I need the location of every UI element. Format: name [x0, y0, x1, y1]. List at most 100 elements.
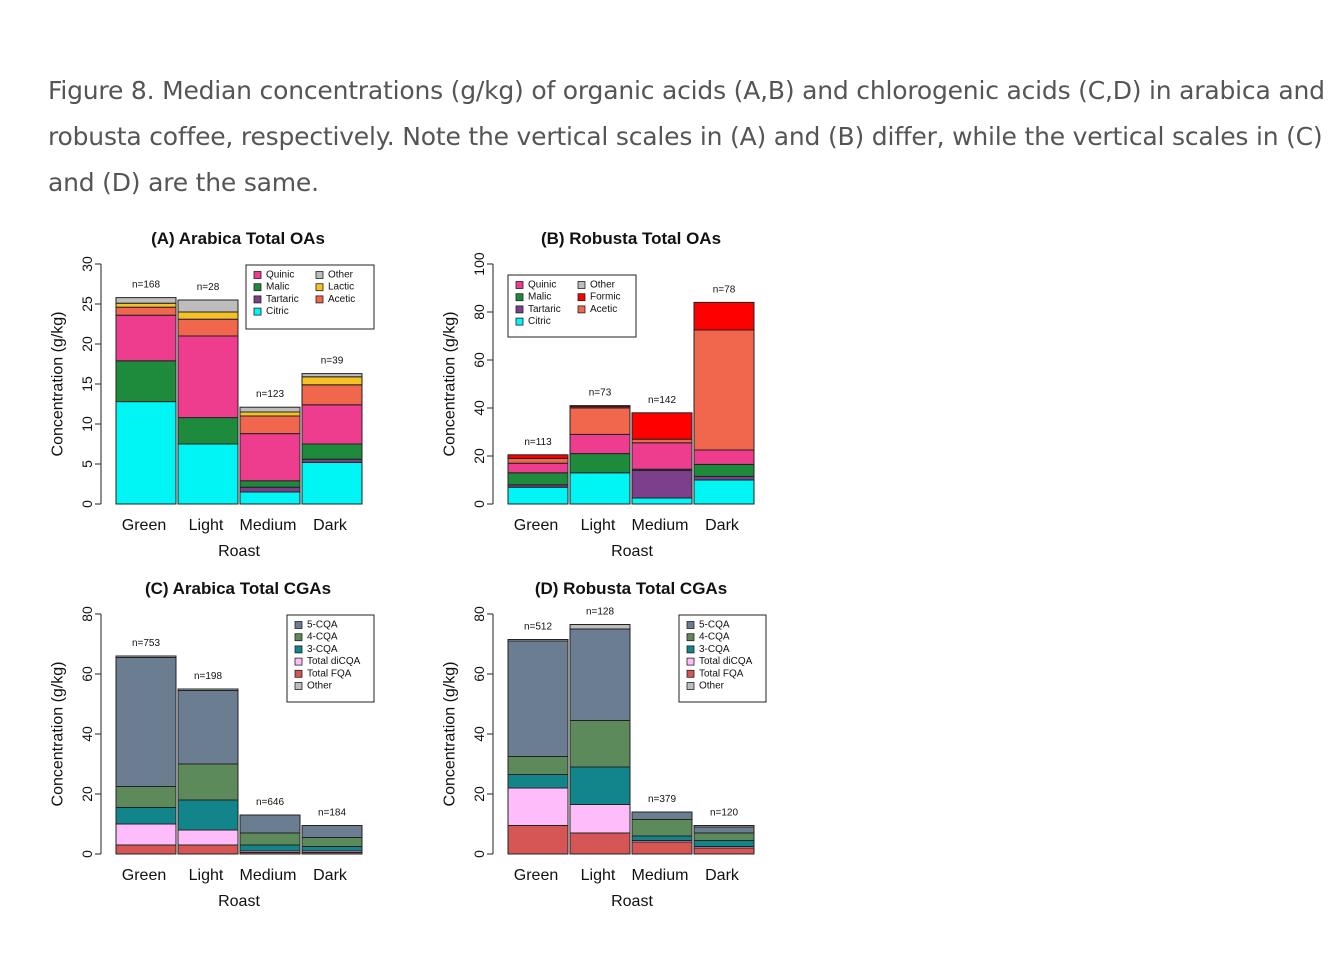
- legend-entry: Total diCQA: [307, 656, 361, 667]
- bar-segment-acetic: [115, 306, 177, 316]
- chart-title: (C) Arabica Total CGAs: [145, 579, 331, 598]
- sample-size-label: n=198: [194, 671, 223, 682]
- y-tick-label: 10: [79, 416, 95, 432]
- legend-swatch: [686, 669, 695, 678]
- bar-segment-acetic: [631, 438, 693, 444]
- bar-segment-5-cqa: [693, 826, 755, 834]
- legend-entry: Acetic: [590, 304, 617, 315]
- bar-segment-malic: [115, 360, 177, 403]
- sample-size-label: n=120: [710, 808, 739, 819]
- bar-segment-4-cqa: [693, 832, 755, 841]
- x-category-label: Light: [189, 517, 224, 534]
- legend-entry: Other: [590, 280, 616, 291]
- bar-segment-other: [569, 624, 631, 630]
- bar-segment-lactic: [177, 311, 239, 320]
- bar-segment-quinic: [569, 433, 631, 455]
- legend-entry: Citric: [528, 316, 551, 327]
- bar-segment-malic: [239, 480, 301, 488]
- bar-segment-formic: [631, 412, 693, 440]
- bar-segment-citric: [631, 497, 693, 505]
- legend-swatch: [515, 281, 524, 289]
- bar-segment-4-cqa: [301, 837, 363, 847]
- bar-segment-malic: [301, 443, 363, 460]
- x-category-label: Green: [514, 867, 558, 884]
- legend-swatch: [294, 645, 303, 654]
- x-category-label: Medium: [632, 517, 689, 534]
- sample-size-label: n=379: [648, 794, 677, 805]
- y-tick-label: 100: [471, 252, 487, 276]
- chart-panel-a: (A) Arabica Total OAs 0 5 10 15 20 25 30 Concent…: [50, 229, 375, 560]
- bar-segment-total-fqa: [569, 832, 631, 855]
- legend-entry: 4-CQA: [307, 632, 338, 643]
- figure-caption: Figure 8. Median concentrations (g/kg) o…: [48, 76, 1325, 197]
- chart-panel-b: (B) Robusta Total OAs 0 20 40 60 80 100 Concent…: [442, 229, 755, 560]
- bar-segment-total-fqa: [507, 825, 569, 855]
- bar-segment-total-fqa: [631, 841, 693, 855]
- legend-entry: Other: [328, 270, 354, 281]
- bar-segment-3-cqa: [693, 840, 755, 847]
- sample-size-label: n=142: [648, 395, 677, 406]
- y-tick-label: 80: [79, 606, 95, 622]
- bar-segment-total-dicqa: [177, 829, 239, 846]
- bar-segment-quinic: [115, 314, 177, 362]
- legend-entry: Malic: [528, 292, 551, 303]
- bar-segment-citric: [507, 486, 569, 505]
- legend-box: [245, 264, 375, 330]
- bar-segment-4-cqa: [177, 763, 239, 801]
- y-tick-label: 60: [79, 666, 95, 682]
- legend-entry: Formic: [590, 292, 621, 303]
- bar-segment-acetic: [507, 457, 569, 464]
- bar-segment-tartaric: [693, 475, 755, 481]
- sample-size-label: n=512: [524, 622, 553, 633]
- bar-segment-acetic: [569, 407, 631, 435]
- bar-segment-other: [507, 639, 569, 642]
- legend-swatch: [315, 283, 324, 292]
- bar-segment-5-cqa: [631, 811, 693, 820]
- y-tick-label: 30: [79, 256, 95, 272]
- legend-swatch: [294, 669, 303, 678]
- chart-title: (B) Robusta Total OAs: [541, 229, 721, 248]
- y-tick-label: 0: [79, 850, 95, 858]
- sample-size-label: n=28: [197, 282, 220, 293]
- bar-segment-5-cqa: [115, 657, 177, 787]
- x-axis-label: Roast: [218, 893, 260, 910]
- bar-segment-citric: [239, 491, 301, 505]
- bar-segment-3-cqa: [631, 835, 693, 841]
- bar-segment-other: [177, 688, 239, 691]
- y-tick-label: 20: [79, 786, 95, 802]
- y-tick-label: 20: [79, 336, 95, 352]
- bar-segment-total-fqa: [115, 844, 177, 855]
- sample-size-label: n=39: [321, 356, 344, 367]
- chart-panel-d: (D) Robusta Total CGAs 0 20 40 60 80 Concentra…: [442, 579, 767, 910]
- legend-swatch: [686, 657, 695, 666]
- y-tick-label: 0: [79, 500, 95, 508]
- x-axis-label: Roast: [611, 893, 653, 910]
- bar-segment-3-cqa: [177, 799, 239, 831]
- bar-segment-other: [115, 297, 177, 304]
- chart-title: (D) Robusta Total CGAs: [535, 579, 727, 598]
- bar-segment-other: [693, 825, 755, 828]
- sample-size-label: n=123: [256, 389, 285, 400]
- legend-swatch: [577, 293, 586, 302]
- x-axis-label: Roast: [218, 543, 260, 560]
- bar-segment-3-cqa: [301, 846, 363, 852]
- y-tick-label: 40: [471, 726, 487, 742]
- bar-segment-3-cqa: [115, 807, 177, 825]
- y-tick-label: 60: [471, 352, 487, 368]
- bar-segment-citric: [569, 472, 631, 505]
- bar-segment-quinic: [693, 449, 755, 465]
- chart-panel-c: (C) Arabica Total CGAs 0 20 40 60 80 Concentra…: [50, 579, 375, 910]
- bar-segment-3-cqa: [569, 766, 631, 805]
- legend-swatch: [577, 305, 586, 314]
- legend-entry: Citric: [266, 306, 289, 317]
- bar-segment-acetic: [301, 384, 363, 406]
- legend-swatch: [294, 657, 303, 666]
- bar-segment-other: [569, 405, 631, 408]
- bar-segment-citric: [693, 479, 755, 505]
- bar-segment-total-dicqa: [115, 823, 177, 846]
- sample-size-label: n=73: [589, 388, 612, 399]
- x-category-label: Medium: [632, 867, 689, 884]
- bar-segment-other: [301, 373, 363, 378]
